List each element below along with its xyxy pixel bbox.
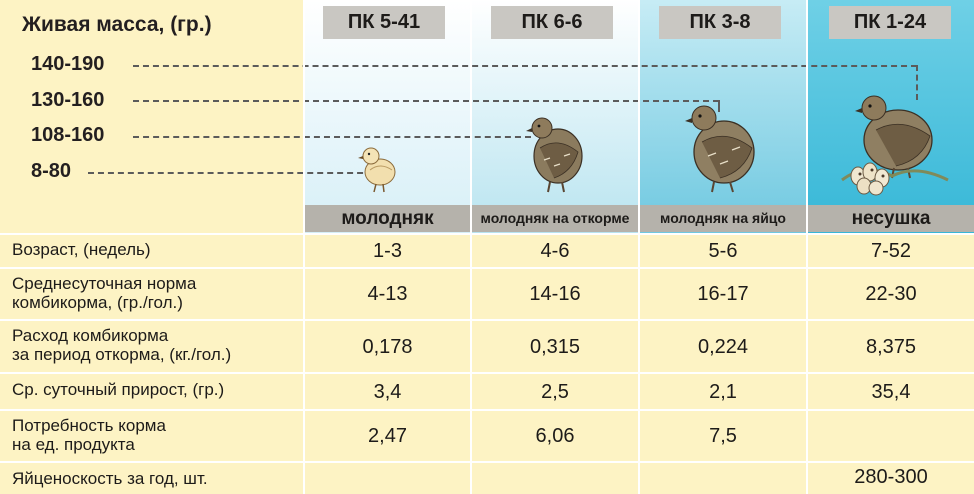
row-daily-gain-col2: 2,5 bbox=[541, 381, 569, 403]
row-feed-consumption-col4: 8,375 bbox=[865, 336, 917, 358]
row-feed-per-unit-col3: 7,5 bbox=[709, 425, 737, 447]
leader-line-4 bbox=[88, 172, 383, 174]
row-daily-feed-col4: 22-30 bbox=[865, 283, 917, 305]
col3-code: ПК 3-8 bbox=[659, 6, 781, 39]
weight-range-1: 140-190 bbox=[31, 53, 105, 75]
weight-range-3: 108-160 bbox=[31, 124, 105, 146]
leader-line-2-drop bbox=[718, 100, 720, 112]
row-feed-per-unit-label-2: на ед. продукта bbox=[12, 435, 135, 454]
row-daily-feed-label-1: Среднесуточная норма bbox=[12, 274, 197, 293]
row-feed-consumption-col2: 0,315 bbox=[529, 336, 581, 358]
row-egg-production-label: Яйценоскость за год, шт. bbox=[12, 469, 208, 488]
col1-code: ПК 5-41 bbox=[323, 6, 445, 39]
col3-stage: молодняк на яйцо bbox=[640, 205, 806, 232]
row-age-label: Возраст, (недель) bbox=[12, 240, 151, 259]
row-feed-consumption-label-2: за период откорма, (кг./гол.) bbox=[12, 345, 232, 364]
col2-stage: молодняк на откорме bbox=[472, 205, 638, 232]
col4-code: ПК 1-24 bbox=[829, 6, 951, 39]
weight-range-2: 130-160 bbox=[31, 89, 105, 111]
row-daily-feed-col3: 16-17 bbox=[697, 283, 749, 305]
row-daily-feed-label-2: комбикорма, (гр./гол.) bbox=[12, 293, 183, 312]
row-daily-gain-col3: 2,1 bbox=[709, 381, 737, 403]
row-egg-production-col4: 280-300 bbox=[854, 466, 928, 488]
row-feed-consumption-col1: 0,178 bbox=[362, 336, 413, 358]
chick-icon bbox=[358, 147, 396, 193]
row-feed-per-unit-col1: 2,47 bbox=[368, 425, 407, 447]
live-weight-title: Живая масса, (гр.) bbox=[22, 13, 212, 36]
quail-young-layer-icon bbox=[685, 105, 755, 193]
row-age-col2: 4-6 bbox=[540, 240, 570, 262]
leader-line-1 bbox=[133, 65, 917, 67]
leader-line-2 bbox=[133, 100, 719, 102]
row-age-col3: 5-6 bbox=[708, 240, 738, 262]
col2-code: ПК 6-6 bbox=[491, 6, 613, 39]
row-daily-feed-col1: 4-13 bbox=[367, 283, 408, 305]
row-daily-feed-col2: 14-16 bbox=[529, 283, 581, 305]
weight-range-4: 8-80 bbox=[31, 160, 72, 182]
row-feed-per-unit-col2: 6,06 bbox=[535, 425, 575, 447]
row-age-col1: 1-3 bbox=[373, 240, 402, 262]
row-daily-gain-col4: 35,4 bbox=[871, 381, 911, 403]
row-age-col4: 7-52 bbox=[870, 240, 912, 262]
row-feed-consumption-label-1: Расход комбикорма bbox=[12, 326, 169, 345]
row-daily-gain-col1: 3,4 bbox=[373, 381, 402, 403]
leader-line-1-drop bbox=[916, 65, 918, 100]
quail-fattening-icon bbox=[526, 117, 583, 193]
col1-stage: молодняк bbox=[305, 205, 470, 232]
leader-line-3 bbox=[133, 136, 531, 138]
quail-layer-with-eggs-icon bbox=[841, 95, 949, 196]
header-left-bg bbox=[0, 0, 303, 233]
row-feed-consumption-col3: 0,224 bbox=[697, 336, 749, 358]
row-daily-gain-label: Ср. суточный прирост, (гр.) bbox=[12, 380, 225, 399]
col4-stage: несушка bbox=[808, 205, 974, 232]
row-feed-per-unit-label-1: Потребность корма bbox=[12, 416, 166, 435]
